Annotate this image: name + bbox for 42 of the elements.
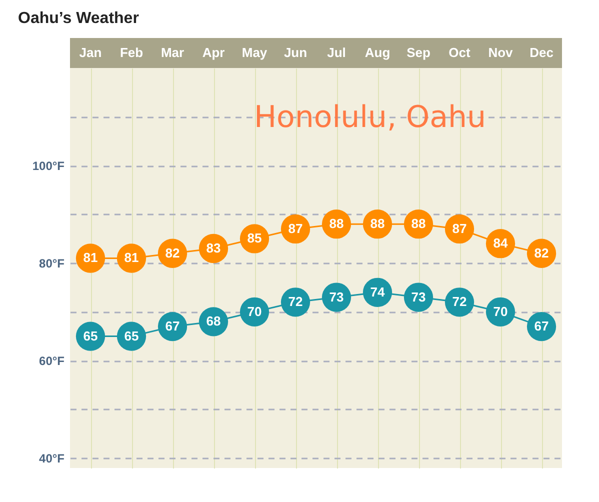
data-label: 73 <box>329 289 344 304</box>
data-label: 81 <box>83 250 98 266</box>
y-tick-label: 60°F <box>39 354 64 368</box>
x-tick-label: Jan <box>79 45 102 60</box>
data-label: 72 <box>452 294 467 310</box>
x-tick-label: Jul <box>327 45 346 60</box>
x-tick-label: Jun <box>284 45 308 60</box>
data-label: 83 <box>206 240 221 256</box>
data-label: 70 <box>493 304 508 319</box>
y-tick-label: 100°F <box>32 159 64 174</box>
data-label: 82 <box>534 245 549 260</box>
data-label: 81 <box>124 250 139 266</box>
x-tick-label: Mar <box>160 45 184 60</box>
data-label: 73 <box>411 289 426 304</box>
y-tick-label: 40°F <box>39 452 64 466</box>
data-label: 88 <box>329 216 344 232</box>
x-tick-label: Apr <box>202 45 225 60</box>
data-label: 82 <box>165 245 180 260</box>
y-tick-label: 80°F <box>39 256 64 271</box>
data-label: 84 <box>493 236 508 251</box>
data-label: 67 <box>534 318 549 334</box>
data-label: 68 <box>206 314 221 329</box>
x-tick-label: Feb <box>120 45 144 60</box>
x-tick-label: Sep <box>406 45 430 60</box>
data-label: 87 <box>452 220 467 236</box>
annotation: Honolulu, Oahu <box>254 100 486 135</box>
data-label: 65 <box>124 328 139 344</box>
x-tick-label: May <box>242 45 268 60</box>
x-tick-label: Dec <box>530 45 554 60</box>
data-label: 87 <box>288 220 303 236</box>
x-tick-label: Aug <box>364 45 390 60</box>
chart-title: Oahu’s Weather <box>18 10 139 27</box>
data-label: 88 <box>370 216 385 232</box>
data-label: 88 <box>411 216 426 232</box>
data-label: 70 <box>247 304 262 319</box>
data-label: 67 <box>165 318 180 334</box>
data-label: 74 <box>370 284 386 300</box>
data-label: 85 <box>247 230 262 246</box>
data-label: 72 <box>288 294 303 310</box>
x-tick-label: Nov <box>488 45 514 60</box>
x-tick-label: Oct <box>448 45 472 60</box>
data-label: 65 <box>83 328 98 344</box>
